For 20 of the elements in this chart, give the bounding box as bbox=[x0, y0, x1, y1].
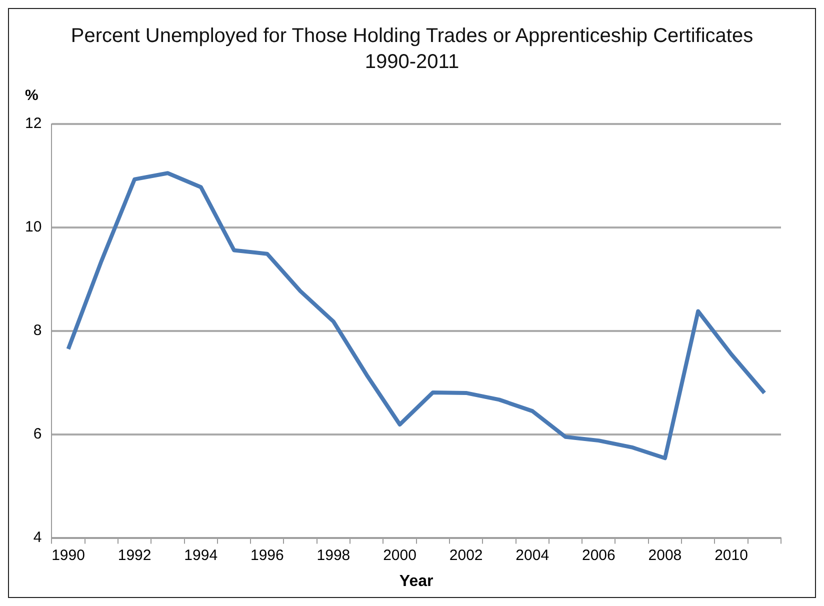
x-axis-title: Year bbox=[399, 572, 434, 590]
x-tick-label: 1998 bbox=[316, 546, 350, 564]
y-tick-label: 6 bbox=[33, 425, 42, 442]
y-tick-label: 8 bbox=[33, 322, 42, 340]
y-tick-label: 4 bbox=[33, 528, 42, 546]
y-tick-label: 12 bbox=[24, 115, 42, 132]
x-tick-label: 1996 bbox=[250, 546, 284, 564]
x-tick-label: 2004 bbox=[516, 546, 550, 564]
y-tick-label: 10 bbox=[24, 218, 42, 236]
x-tick-label: 2006 bbox=[582, 546, 616, 564]
chart-title: Percent Unemployed for Those Holding Trades or Apprenticeship Certificates bbox=[70, 24, 754, 49]
x-tick-label: 1992 bbox=[118, 546, 152, 564]
x-tick-label: 2002 bbox=[449, 546, 483, 564]
chart-subtitle: 1990-2011 bbox=[364, 50, 460, 75]
x-tick-label: 1990 bbox=[52, 546, 85, 564]
x-tick-label: 2008 bbox=[648, 546, 682, 564]
x-tick-label: 2010 bbox=[714, 546, 748, 564]
y-axis-title: % bbox=[25, 87, 38, 104]
x-tick-label: 2000 bbox=[383, 546, 416, 564]
x-tick-label: 1994 bbox=[184, 546, 218, 564]
